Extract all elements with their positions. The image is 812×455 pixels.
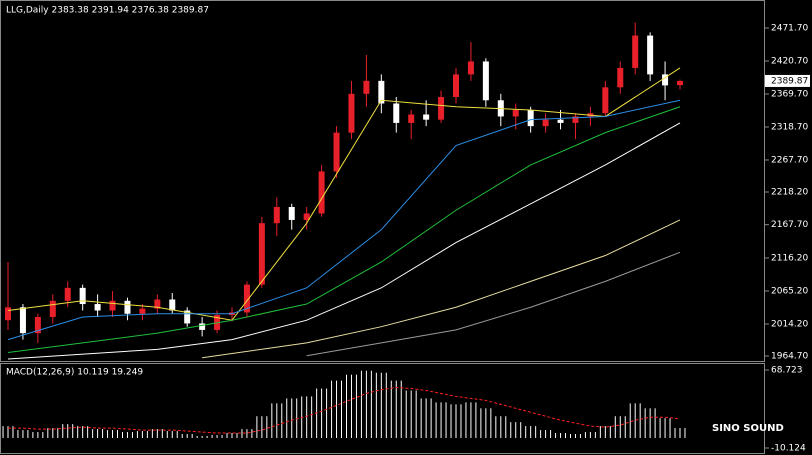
moving-average: [7, 122, 681, 360]
candle-body: [423, 114, 430, 120]
candle-body: [273, 207, 280, 224]
candle-body: [318, 171, 325, 214]
candle-body: [632, 35, 639, 68]
candle-body: [109, 300, 116, 311]
price-tag: 2389.87: [771, 76, 808, 86]
y-tick-label: 2065.20: [771, 286, 808, 296]
moving-average: [7, 67, 681, 321]
y-tick-label: 2420.70: [771, 57, 808, 67]
candle-body: [34, 316, 41, 334]
candle-body: [393, 103, 400, 123]
candle-body: [542, 119, 549, 127]
candle-body: [557, 119, 564, 123]
moving-average: [7, 106, 681, 354]
y-tick-label: 1964.70: [771, 351, 808, 361]
price-tag-bg: [765, 74, 810, 87]
candle-body: [49, 300, 56, 317]
candle-body: [258, 223, 265, 285]
candle-body: [453, 74, 459, 98]
candle-body: [482, 61, 489, 101]
candle-body: [378, 80, 385, 104]
candle-body: [243, 284, 250, 313]
candle-body: [438, 97, 445, 120]
macd-label: MACD(12,26,9) 10.119 19.249: [6, 368, 143, 378]
y-tick-label: 2167.70: [771, 220, 808, 230]
candle-body: [19, 307, 26, 334]
candle-body: [677, 80, 683, 86]
candle-body: [94, 304, 101, 311]
candle-body: [408, 114, 415, 123]
candle-body: [572, 116, 579, 123]
candle-body: [184, 310, 191, 324]
candle-body: [467, 61, 474, 75]
candle-body: [617, 67, 624, 88]
y-tick-label: 2369.70: [771, 89, 808, 99]
candle-body: [647, 35, 654, 75]
candle-body: [333, 132, 340, 172]
candle-body: [288, 207, 295, 220]
candle-body: [154, 299, 161, 309]
macd-tick-label: 68.723: [771, 366, 803, 376]
y-tick-label: 2471.70: [771, 24, 808, 34]
candle-body: [602, 87, 609, 114]
y-tick-label: 2116.20: [771, 253, 808, 263]
candle-body: [79, 287, 86, 305]
candle-body: [303, 213, 310, 220]
candle-body: [169, 299, 176, 311]
y-tick-label: 2218.20: [771, 187, 808, 197]
candle-body: [199, 323, 206, 330]
candle-body: [662, 74, 669, 86]
candle-body: [139, 308, 146, 314]
y-tick-label: 2318.70: [771, 122, 808, 132]
y-tick-label: 2014.20: [771, 319, 808, 329]
candle-body: [363, 80, 370, 94]
candle-body: [512, 109, 519, 117]
candle-body: [527, 109, 534, 127]
macd-signal: [8, 387, 681, 434]
chart-title: LLG,Daily 2383.38 2391.94 2376.38 2389.8…: [6, 6, 209, 16]
candle-body: [5, 307, 11, 321]
moving-average: [202, 219, 681, 359]
macd-panel: [0, 363, 765, 454]
candle-body: [64, 287, 71, 301]
candle-body: [348, 93, 355, 133]
watermark: SINO SOUND: [712, 423, 784, 434]
macd-tick-label: -10.124: [771, 444, 806, 454]
moving-average: [7, 99, 681, 341]
candle-body: [124, 300, 131, 314]
y-tick-label: 2267.70: [771, 155, 808, 165]
price-panel: [0, 0, 765, 362]
moving-average: [306, 251, 681, 357]
